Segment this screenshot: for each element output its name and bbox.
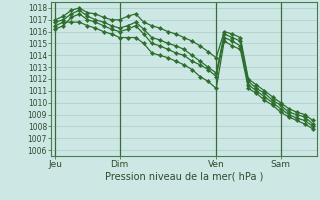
X-axis label: Pression niveau de la mer( hPa ): Pression niveau de la mer( hPa ) xyxy=(105,172,263,182)
